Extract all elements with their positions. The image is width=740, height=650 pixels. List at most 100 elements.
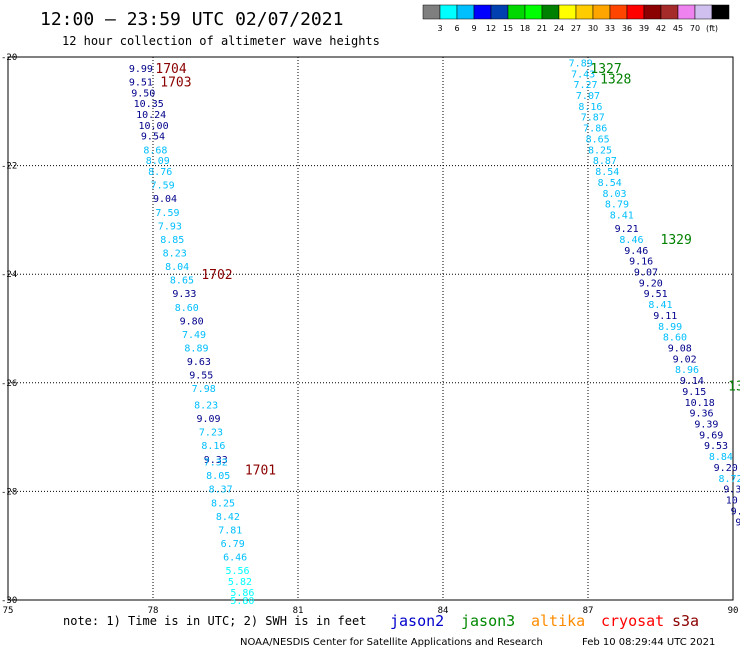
satellite-legend-item: jason2 — [390, 612, 444, 630]
footer-credit: NOAA/NESDIS Center for Satellite Applica… — [240, 637, 543, 648]
swh-value: 8.99 — [658, 322, 682, 333]
swh-value: 6.79 — [221, 539, 245, 550]
color-scale-swatch — [694, 4, 713, 20]
satellite-legend-item: altika — [531, 612, 585, 630]
chart-title: 12:00 — 23:59 UTC 02/07/2021 — [40, 9, 343, 30]
swh-value: 10.00 — [139, 121, 169, 132]
swh-value: 8.05 — [206, 471, 230, 482]
plot-area: 75 78 81 84 87 90-20-22-24-26-28-30 9.999.519… — [1, 53, 740, 616]
swh-value: 9.33 — [204, 455, 228, 466]
color-scale-label: 21 — [537, 24, 547, 33]
swh-value: 9. — [731, 506, 740, 517]
pass-number-label: 1701 — [245, 464, 276, 479]
swh-value: 9.99 — [129, 64, 153, 75]
swh-value: 6.46 — [223, 553, 247, 564]
swh-value: 9.63 — [187, 357, 211, 368]
swh-value: 8.76 — [148, 167, 172, 178]
x-tick-label: 87 — [583, 606, 594, 616]
color-scale-swatch — [711, 4, 730, 20]
swh-value: 9.46 — [624, 246, 648, 257]
swh-value: 8.54 — [595, 167, 619, 178]
color-scale-label: 3 — [437, 24, 442, 33]
satellite-legend-item: s3a — [672, 612, 699, 630]
x-tick-label: 81 — [293, 606, 304, 616]
x-tick-label: 75 — [3, 606, 14, 616]
swh-value: 8.79 — [605, 200, 629, 211]
chart-subtitle: 12 hour collection of altimeter wave hei… — [62, 34, 380, 48]
swh-value: 7.59 — [151, 181, 175, 192]
color-scale-label: 36 — [622, 24, 632, 33]
swh-value: 8.16 — [201, 441, 225, 452]
swh-value: 8.65 — [170, 276, 194, 287]
swh-value: 9.20 — [639, 278, 663, 289]
swh-value: 9.21 — [615, 224, 639, 235]
plot-frame — [7, 56, 734, 601]
swh-value: 8.37 — [209, 485, 233, 496]
axis-ticks: 75 78 81 84 87 90 -20 -22 -24 -26 -28 -30 — [1, 53, 738, 616]
color-scale-label: 30 — [588, 24, 598, 33]
pass-number-label: 1702 — [201, 268, 232, 283]
swh-value: 7.23 — [199, 428, 223, 439]
swh-value: 8.41 — [648, 300, 672, 311]
swh-value: 7.89 — [569, 58, 593, 69]
swh-value: 10.24 — [136, 110, 166, 121]
swh-value: 8.96 — [675, 365, 699, 376]
satellite-legend-item: cryosat — [601, 612, 664, 630]
pass-number-label: 13 — [728, 380, 740, 395]
swh-value: 9.80 — [180, 316, 204, 327]
color-scale-swatch — [422, 4, 441, 20]
swh-value: 9.50 — [131, 88, 155, 99]
color-scale-swatch — [677, 4, 696, 20]
swh-value: 8.46 — [619, 235, 643, 246]
swh-value: 8.89 — [184, 344, 208, 355]
color-scale-swatch — [456, 4, 475, 20]
color-scale-swatch — [524, 4, 543, 20]
color-scale-label: 70 — [690, 24, 700, 33]
swh-value: 8.03 — [603, 189, 627, 200]
swh-value: 9.15 — [682, 387, 706, 398]
swh-value: 7.98 — [192, 384, 216, 395]
color-scale-swatch — [660, 4, 679, 20]
color-scale-label: 9 — [471, 24, 476, 33]
swh-value: 8.42 — [216, 512, 240, 523]
data-points: 9.999.519.5010.3510.2410.009.548.688.098… — [129, 58, 740, 607]
color-scale-swatch — [575, 4, 594, 20]
color-scale-label: 45 — [673, 24, 683, 33]
color-scale-swatch — [643, 4, 662, 20]
swh-value: 9.07 — [634, 267, 658, 278]
pass-number-label: 1328 — [600, 73, 631, 88]
swh-value: 8.60 — [175, 303, 199, 314]
pass-number-label: 1327 — [590, 62, 621, 77]
swh-value: 8.04 — [165, 262, 189, 273]
color-scale-label: 18 — [520, 24, 530, 33]
swh-value: 7.43 — [571, 69, 595, 80]
footer-timestamp: Feb 10 08:29:44 UTC 2021 — [582, 637, 715, 648]
swh-value: 9.53 — [704, 441, 728, 452]
color-scale-label: 33 — [605, 24, 615, 33]
swh-value: 9.39 — [694, 420, 718, 431]
pass-number-label: 1703 — [160, 75, 191, 90]
swh-value: 9 — [735, 517, 740, 528]
color-scale-swatch — [490, 4, 509, 20]
swh-value: 8.68 — [143, 145, 167, 156]
swh-value: 5.86 — [230, 588, 254, 599]
color-scale-swatch — [558, 4, 577, 20]
swh-value: 9.20 — [714, 463, 738, 474]
pass-number-label: 1704 — [155, 62, 186, 77]
y-tick-label: -26 — [1, 379, 17, 389]
color-scale-label: 15 — [503, 24, 513, 33]
swh-value: 8.65 — [586, 134, 610, 145]
swh-value: 5.82 — [228, 577, 252, 588]
swh-value: 7.81 — [218, 525, 242, 536]
color-scale-swatch — [473, 4, 492, 20]
swh-value: 9.08 — [668, 344, 692, 355]
color-scale-label: 12 — [486, 24, 496, 33]
swh-value: 9.16 — [629, 257, 653, 268]
swh-value: 8.25 — [211, 498, 235, 509]
color-scale-label: 27 — [571, 24, 581, 33]
y-tick-label: -20 — [1, 53, 17, 63]
y-tick-label: -24 — [1, 270, 17, 280]
color-scale-label: 39 — [639, 24, 649, 33]
